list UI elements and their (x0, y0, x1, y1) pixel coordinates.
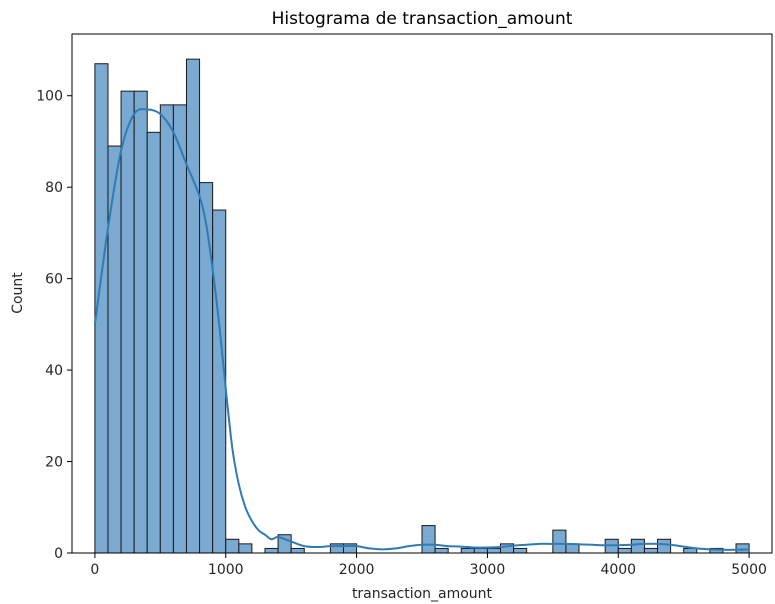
histogram-bar (630, 538, 645, 554)
x-tick-label: 2000 (339, 562, 375, 578)
y-tick-label: 100 (36, 89, 63, 105)
chart-title: Histograma de transaction_amount (272, 9, 573, 29)
histogram-bar (107, 145, 122, 554)
x-axis-label: transaction_amount (352, 586, 493, 602)
histogram-bar (238, 543, 253, 554)
y-tick-label: 80 (45, 180, 63, 196)
x-axis-ticks: 0 1000 2000 3000 4000 5000 (90, 553, 767, 578)
histogram-bar (185, 58, 201, 554)
histogram-bar (643, 547, 659, 554)
histogram-bar (617, 547, 632, 554)
histogram-bar (212, 209, 227, 554)
histogram-bar (159, 104, 174, 554)
histogram-bar (460, 547, 475, 554)
histogram-bar (421, 525, 436, 554)
y-tick-label: 0 (54, 546, 63, 562)
histogram-bar (120, 90, 135, 554)
histogram-bar (225, 538, 240, 554)
histogram-bar (486, 547, 502, 554)
kde-curve (93, 108, 750, 551)
x-tick-label: 0 (90, 562, 99, 578)
x-tick-label: 3000 (470, 562, 506, 578)
x-tick-label: 4000 (600, 562, 636, 578)
y-axis-label: Count (10, 272, 26, 314)
y-tick-label: 40 (45, 363, 63, 379)
histogram-bar (199, 182, 214, 554)
plot-frame (71, 33, 773, 554)
histogram-bars (94, 58, 750, 554)
histogram-bar (657, 538, 672, 554)
y-tick-label: 20 (45, 455, 63, 471)
histogram-bar (434, 547, 449, 554)
histogram-bar (290, 547, 305, 554)
histogram-bar (146, 131, 161, 554)
x-tick-label: 1000 (208, 562, 244, 578)
x-tick-label: 5000 (731, 562, 767, 578)
histogram-bar (513, 547, 528, 554)
histogram-bar (473, 547, 488, 554)
histogram-bar (264, 547, 279, 554)
histogram-bar (133, 90, 148, 554)
y-axis-ticks: 0 20 40 60 80 100 (36, 89, 72, 562)
y-tick-label: 60 (45, 272, 63, 288)
histogram-bar (172, 104, 187, 554)
histogram-bar (552, 529, 567, 554)
